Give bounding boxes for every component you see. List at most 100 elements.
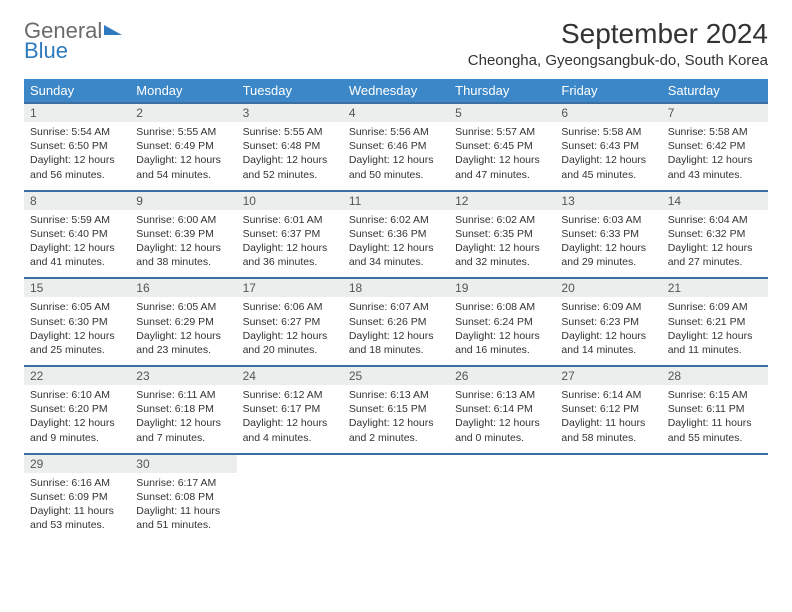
day-number: 16	[130, 279, 236, 297]
logo-triangle-icon	[104, 25, 122, 35]
day-number: 27	[555, 367, 661, 385]
day-info: Sunrise: 6:16 AMSunset: 6:09 PMDaylight:…	[24, 473, 130, 541]
calendar-cell: 15Sunrise: 6:05 AMSunset: 6:30 PMDayligh…	[24, 278, 130, 366]
calendar-cell: 25Sunrise: 6:13 AMSunset: 6:15 PMDayligh…	[343, 366, 449, 454]
day-number: 21	[662, 279, 768, 297]
day-info: Sunrise: 6:02 AMSunset: 6:36 PMDaylight:…	[343, 210, 449, 278]
day-number: 24	[237, 367, 343, 385]
day-info: Sunrise: 6:17 AMSunset: 6:08 PMDaylight:…	[130, 473, 236, 541]
calendar-cell: 2Sunrise: 5:55 AMSunset: 6:49 PMDaylight…	[130, 103, 236, 191]
logo-line2: Blue	[24, 38, 68, 64]
calendar-cell: 13Sunrise: 6:03 AMSunset: 6:33 PMDayligh…	[555, 191, 661, 279]
day-info: Sunrise: 6:07 AMSunset: 6:26 PMDaylight:…	[343, 297, 449, 365]
day-number: 1	[24, 104, 130, 122]
calendar-cell: 5Sunrise: 5:57 AMSunset: 6:45 PMDaylight…	[449, 103, 555, 191]
day-info: Sunrise: 6:03 AMSunset: 6:33 PMDaylight:…	[555, 210, 661, 278]
day-number: 20	[555, 279, 661, 297]
day-number: 17	[237, 279, 343, 297]
day-info: Sunrise: 6:14 AMSunset: 6:12 PMDaylight:…	[555, 385, 661, 453]
day-number: 25	[343, 367, 449, 385]
calendar-cell: 21Sunrise: 6:09 AMSunset: 6:21 PMDayligh…	[662, 278, 768, 366]
calendar-cell: 27Sunrise: 6:14 AMSunset: 6:12 PMDayligh…	[555, 366, 661, 454]
day-info: Sunrise: 6:12 AMSunset: 6:17 PMDaylight:…	[237, 385, 343, 453]
day-number: 5	[449, 104, 555, 122]
calendar-cell: 8Sunrise: 5:59 AMSunset: 6:40 PMDaylight…	[24, 191, 130, 279]
day-info: Sunrise: 6:13 AMSunset: 6:14 PMDaylight:…	[449, 385, 555, 453]
calendar-cell: 18Sunrise: 6:07 AMSunset: 6:26 PMDayligh…	[343, 278, 449, 366]
day-info: Sunrise: 6:00 AMSunset: 6:39 PMDaylight:…	[130, 210, 236, 278]
day-info: Sunrise: 6:05 AMSunset: 6:30 PMDaylight:…	[24, 297, 130, 365]
day-number: 4	[343, 104, 449, 122]
calendar-row: 1Sunrise: 5:54 AMSunset: 6:50 PMDaylight…	[24, 103, 768, 191]
weekday-header-row: Sunday Monday Tuesday Wednesday Thursday…	[24, 79, 768, 103]
calendar-cell	[449, 454, 555, 541]
calendar-cell: 11Sunrise: 6:02 AMSunset: 6:36 PMDayligh…	[343, 191, 449, 279]
day-number: 30	[130, 455, 236, 473]
calendar-cell: 23Sunrise: 6:11 AMSunset: 6:18 PMDayligh…	[130, 366, 236, 454]
day-number: 23	[130, 367, 236, 385]
day-number: 28	[662, 367, 768, 385]
day-info: Sunrise: 6:09 AMSunset: 6:23 PMDaylight:…	[555, 297, 661, 365]
calendar-row: 29Sunrise: 6:16 AMSunset: 6:09 PMDayligh…	[24, 454, 768, 541]
day-number: 29	[24, 455, 130, 473]
weekday-header: Saturday	[662, 79, 768, 103]
weekday-header: Friday	[555, 79, 661, 103]
calendar-cell: 19Sunrise: 6:08 AMSunset: 6:24 PMDayligh…	[449, 278, 555, 366]
weekday-header: Sunday	[24, 79, 130, 103]
calendar-cell: 3Sunrise: 5:55 AMSunset: 6:48 PMDaylight…	[237, 103, 343, 191]
day-info: Sunrise: 5:58 AMSunset: 6:43 PMDaylight:…	[555, 122, 661, 190]
calendar-cell: 28Sunrise: 6:15 AMSunset: 6:11 PMDayligh…	[662, 366, 768, 454]
calendar-cell: 17Sunrise: 6:06 AMSunset: 6:27 PMDayligh…	[237, 278, 343, 366]
calendar-cell: 30Sunrise: 6:17 AMSunset: 6:08 PMDayligh…	[130, 454, 236, 541]
day-info: Sunrise: 6:09 AMSunset: 6:21 PMDaylight:…	[662, 297, 768, 365]
calendar-cell: 10Sunrise: 6:01 AMSunset: 6:37 PMDayligh…	[237, 191, 343, 279]
calendar-cell	[555, 454, 661, 541]
day-info: Sunrise: 6:13 AMSunset: 6:15 PMDaylight:…	[343, 385, 449, 453]
day-number: 7	[662, 104, 768, 122]
calendar-cell: 22Sunrise: 6:10 AMSunset: 6:20 PMDayligh…	[24, 366, 130, 454]
day-number: 9	[130, 192, 236, 210]
weekday-header: Wednesday	[343, 79, 449, 103]
calendar-cell: 14Sunrise: 6:04 AMSunset: 6:32 PMDayligh…	[662, 191, 768, 279]
day-info: Sunrise: 5:55 AMSunset: 6:48 PMDaylight:…	[237, 122, 343, 190]
calendar-cell: 29Sunrise: 6:16 AMSunset: 6:09 PMDayligh…	[24, 454, 130, 541]
day-number: 3	[237, 104, 343, 122]
day-number: 13	[555, 192, 661, 210]
calendar-body: 1Sunrise: 5:54 AMSunset: 6:50 PMDaylight…	[24, 103, 768, 540]
day-info: Sunrise: 6:06 AMSunset: 6:27 PMDaylight:…	[237, 297, 343, 365]
title-block: September 2024 Cheongha, Gyeongsangbuk-d…	[468, 18, 768, 69]
day-number: 26	[449, 367, 555, 385]
day-number: 14	[662, 192, 768, 210]
day-info: Sunrise: 6:04 AMSunset: 6:32 PMDaylight:…	[662, 210, 768, 278]
calendar-row: 15Sunrise: 6:05 AMSunset: 6:30 PMDayligh…	[24, 278, 768, 366]
calendar-cell: 12Sunrise: 6:02 AMSunset: 6:35 PMDayligh…	[449, 191, 555, 279]
calendar-cell: 7Sunrise: 5:58 AMSunset: 6:42 PMDaylight…	[662, 103, 768, 191]
weekday-header: Tuesday	[237, 79, 343, 103]
calendar-table: Sunday Monday Tuesday Wednesday Thursday…	[24, 79, 768, 540]
day-info: Sunrise: 6:15 AMSunset: 6:11 PMDaylight:…	[662, 385, 768, 453]
calendar-cell: 16Sunrise: 6:05 AMSunset: 6:29 PMDayligh…	[130, 278, 236, 366]
day-info: Sunrise: 5:55 AMSunset: 6:49 PMDaylight:…	[130, 122, 236, 190]
day-info: Sunrise: 6:02 AMSunset: 6:35 PMDaylight:…	[449, 210, 555, 278]
day-info: Sunrise: 5:59 AMSunset: 6:40 PMDaylight:…	[24, 210, 130, 278]
day-info: Sunrise: 5:57 AMSunset: 6:45 PMDaylight:…	[449, 122, 555, 190]
day-info: Sunrise: 6:01 AMSunset: 6:37 PMDaylight:…	[237, 210, 343, 278]
day-number: 8	[24, 192, 130, 210]
logo-text-blue: Blue	[24, 38, 68, 63]
weekday-header: Monday	[130, 79, 236, 103]
calendar-row: 22Sunrise: 6:10 AMSunset: 6:20 PMDayligh…	[24, 366, 768, 454]
header: General September 2024 Cheongha, Gyeongs…	[24, 18, 768, 69]
day-number: 10	[237, 192, 343, 210]
day-info: Sunrise: 6:05 AMSunset: 6:29 PMDaylight:…	[130, 297, 236, 365]
day-number: 12	[449, 192, 555, 210]
calendar-cell: 4Sunrise: 5:56 AMSunset: 6:46 PMDaylight…	[343, 103, 449, 191]
calendar-cell: 6Sunrise: 5:58 AMSunset: 6:43 PMDaylight…	[555, 103, 661, 191]
weekday-header: Thursday	[449, 79, 555, 103]
day-number: 2	[130, 104, 236, 122]
day-number: 15	[24, 279, 130, 297]
calendar-cell: 1Sunrise: 5:54 AMSunset: 6:50 PMDaylight…	[24, 103, 130, 191]
day-info: Sunrise: 5:54 AMSunset: 6:50 PMDaylight:…	[24, 122, 130, 190]
calendar-row: 8Sunrise: 5:59 AMSunset: 6:40 PMDaylight…	[24, 191, 768, 279]
day-info: Sunrise: 6:11 AMSunset: 6:18 PMDaylight:…	[130, 385, 236, 453]
location-text: Cheongha, Gyeongsangbuk-do, South Korea	[468, 52, 768, 69]
